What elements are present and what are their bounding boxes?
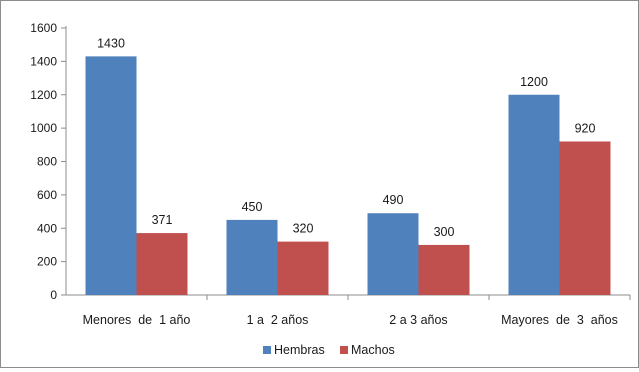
legend-label: Machos — [351, 343, 395, 357]
x-tick-label: 2 a 3 años — [389, 313, 447, 327]
bar-series — [85, 56, 611, 296]
legend: Hembras Machos — [263, 343, 395, 357]
y-tick-label: 400 — [37, 221, 57, 235]
data-labels: 1430 371 450 320 490 300 1200 920 — [97, 36, 595, 239]
bar-machos — [418, 244, 470, 295]
bar-machos — [136, 233, 188, 295]
y-tick-label: 200 — [37, 255, 57, 269]
data-label: 300 — [434, 225, 455, 239]
y-axis-ticks: 0 200 400 600 800 1000 1200 1400 1600 — [30, 21, 66, 302]
y-tick-label: 600 — [37, 188, 57, 202]
x-tick-label: Menores de 1 año — [83, 313, 191, 327]
y-tick-label: 1000 — [30, 121, 57, 135]
bar-hembras — [226, 219, 278, 295]
y-tick-label: 800 — [37, 155, 57, 169]
y-tick-label: 1600 — [30, 21, 57, 35]
data-label: 450 — [242, 200, 263, 214]
x-tick-label: 1 a 2 años — [247, 313, 309, 327]
bar-hembras — [85, 56, 137, 296]
data-label: 1430 — [97, 36, 125, 50]
data-label: 920 — [575, 121, 596, 135]
bar-hembras — [508, 94, 560, 295]
bar-machos — [559, 141, 611, 295]
legend-swatch — [263, 346, 271, 354]
x-tick-label: Mayores de 3 años — [501, 313, 618, 327]
y-tick-label: 1400 — [30, 54, 57, 68]
bar-machos — [277, 241, 329, 295]
x-axis-ticks: Menores de 1 año 1 a 2 años 2 a 3 años Mayo… — [83, 295, 631, 327]
legend-swatch — [340, 346, 348, 354]
y-tick-label: 1200 — [30, 88, 57, 102]
data-label: 320 — [293, 222, 314, 236]
legend-label: Hembras — [274, 343, 325, 357]
data-label: 371 — [152, 213, 173, 227]
bar-hembras — [367, 213, 419, 295]
data-label: 1200 — [520, 75, 548, 89]
data-label: 490 — [383, 193, 404, 207]
y-tick-label: 0 — [50, 288, 57, 302]
